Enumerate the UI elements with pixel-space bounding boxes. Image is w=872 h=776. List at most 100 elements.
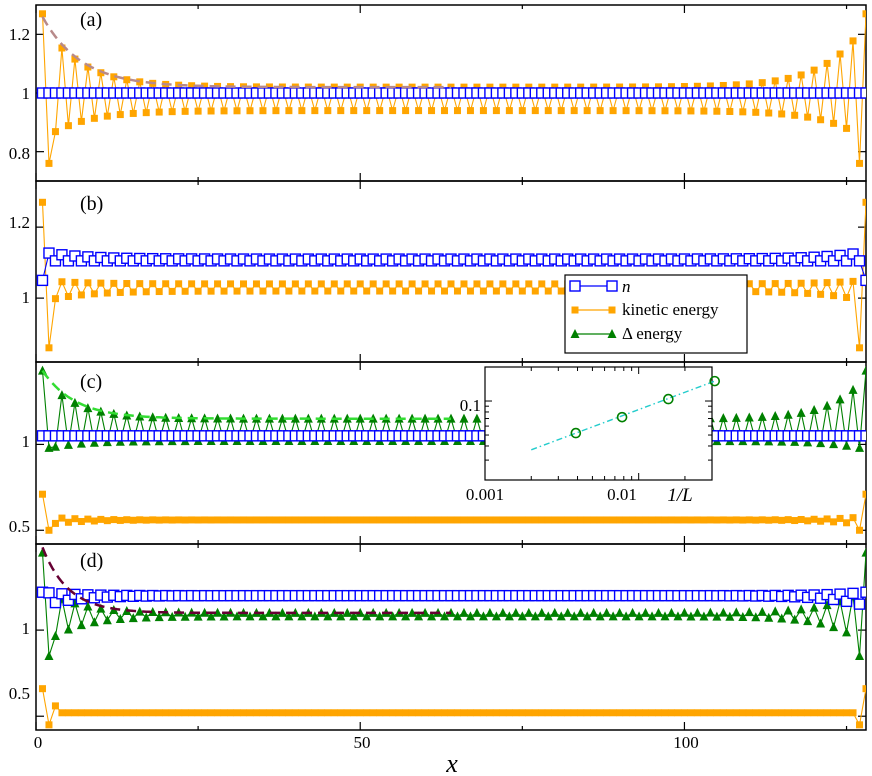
- data-point: [856, 721, 864, 729]
- data-point: [647, 611, 657, 621]
- data-point: [142, 288, 150, 296]
- data-point: [654, 607, 663, 617]
- data-point: [408, 709, 416, 717]
- series-line: [41, 494, 866, 532]
- data-point: [504, 611, 514, 621]
- data-point: [543, 611, 553, 621]
- data-point: [168, 709, 176, 717]
- data-point: [90, 517, 98, 525]
- data-point: [822, 400, 832, 410]
- data-point: [116, 709, 124, 717]
- data-point: [525, 709, 533, 717]
- inset-y-tick-label: 0.1: [460, 396, 481, 415]
- data-point: [77, 518, 85, 526]
- data-point: [861, 547, 866, 557]
- data-point: [337, 516, 345, 524]
- data-point: [830, 518, 838, 526]
- data-point: [745, 516, 753, 524]
- data-point: [201, 709, 209, 717]
- data-point: [265, 516, 273, 524]
- data-point: [551, 83, 559, 91]
- data-point: [790, 614, 800, 624]
- data-point: [745, 80, 753, 88]
- inset-data-point: [616, 411, 628, 423]
- data-point: [778, 110, 786, 118]
- panel-c: [35, 361, 867, 545]
- series-n: [36, 247, 866, 287]
- data-point: [758, 516, 766, 524]
- data-point: [732, 709, 740, 717]
- data-point: [498, 607, 508, 617]
- data-point: [544, 709, 552, 717]
- data-point: [648, 107, 656, 115]
- data-point: [512, 709, 520, 717]
- data-point: [440, 611, 450, 621]
- x-tick-label: 100: [673, 733, 699, 752]
- data-point: [512, 516, 520, 524]
- data-point: [129, 709, 137, 717]
- data-point: [538, 709, 546, 717]
- data-point: [51, 295, 59, 303]
- data-point: [272, 516, 280, 524]
- data-point: [96, 603, 106, 613]
- inset-fit-line: [531, 380, 715, 451]
- data-point: [136, 78, 144, 86]
- data-point: [466, 107, 474, 115]
- data-point: [752, 709, 760, 717]
- data-point: [848, 384, 858, 394]
- data-point: [136, 709, 144, 717]
- x-tick-label: 50: [354, 733, 371, 752]
- data-point: [427, 611, 437, 621]
- data-point: [517, 611, 527, 621]
- data-point: [84, 709, 92, 717]
- data-point: [829, 439, 839, 449]
- y-tick-label: 0.5: [9, 517, 30, 536]
- data-point: [252, 280, 260, 288]
- data-point: [155, 516, 163, 524]
- data-point: [855, 442, 865, 452]
- data-point: [272, 287, 280, 295]
- data-point: [245, 611, 255, 621]
- data-point: [49, 596, 62, 609]
- y-tick-label: 1: [22, 84, 31, 103]
- panels: [35, 4, 867, 731]
- data-point: [336, 611, 346, 621]
- data-point: [350, 709, 358, 717]
- panel-label-c: (c): [80, 371, 102, 393]
- data-point: [609, 709, 617, 717]
- inset-data-point: [570, 427, 582, 439]
- data-point: [441, 107, 449, 115]
- data-point: [103, 289, 111, 297]
- data-point: [738, 611, 748, 621]
- data-point: [201, 516, 209, 524]
- data-point: [758, 709, 766, 717]
- data-point: [609, 107, 617, 115]
- data-point: [63, 439, 73, 449]
- data-point: [499, 280, 507, 288]
- y-tick-label: 1: [22, 619, 31, 638]
- data-point: [213, 413, 223, 423]
- data-point: [771, 280, 779, 288]
- data-point: [350, 107, 358, 115]
- data-point: [693, 82, 701, 90]
- x-axis-label: x: [445, 749, 458, 776]
- data-point: [291, 516, 299, 524]
- data-point: [797, 279, 805, 287]
- data-point: [829, 622, 839, 632]
- data-point: [629, 516, 637, 524]
- data-point: [265, 280, 273, 288]
- data-point: [817, 290, 825, 298]
- data-point: [219, 611, 229, 621]
- data-point: [706, 82, 714, 90]
- data-point: [453, 709, 461, 717]
- data-point: [751, 612, 761, 622]
- data-point: [90, 709, 98, 717]
- data-point: [71, 278, 79, 286]
- data-point: [784, 516, 792, 524]
- fit-curve: [41, 546, 451, 615]
- series-n: [36, 430, 866, 442]
- data-point: [401, 611, 411, 621]
- data-point: [719, 709, 727, 717]
- data-point: [725, 611, 735, 621]
- y-tick-label: 1: [22, 432, 31, 451]
